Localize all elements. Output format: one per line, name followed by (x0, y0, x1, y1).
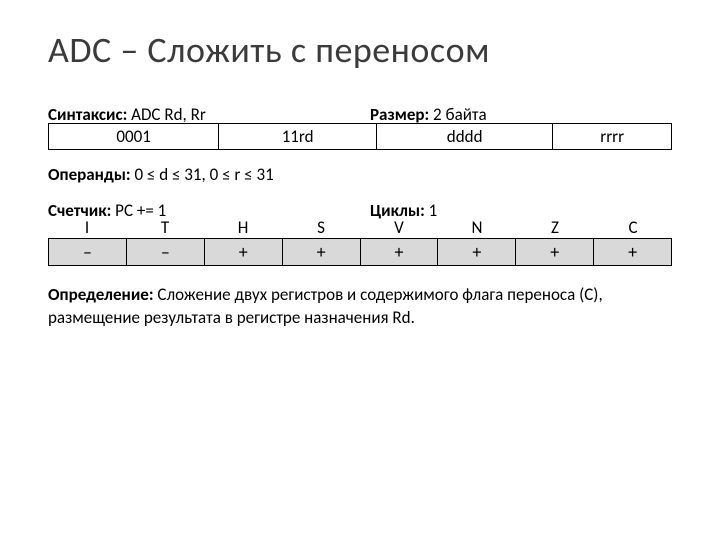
flag-cell: + (204, 238, 282, 265)
flag-cell: + (516, 238, 594, 265)
operands-line: Операнды: 0 ≤ d ≤ 31, 0 ≤ r ≤ 31 (48, 164, 672, 185)
definition-line: Определение: Сложение двух регистров и с… (48, 284, 672, 330)
opcode-cell: 11rd (219, 124, 377, 150)
operands-value: 0 ≤ d ≤ 31, 0 ≤ r ≤ 31 (134, 164, 273, 185)
flag-cell: + (438, 238, 516, 265)
flag-header: S (282, 217, 360, 238)
definition-label: Определение: (48, 284, 154, 305)
flag-cell: + (282, 238, 360, 265)
flags-block: I T H S V N Z C – – + + + + + + (48, 217, 672, 266)
page-title: ADC – Сложить с переносом (48, 28, 672, 72)
size-line: Размер: 2 байта (370, 104, 672, 125)
flag-cell: + (360, 238, 438, 265)
flags-table: – – + + + + + + (48, 238, 672, 266)
opcode-cell: 0001 (49, 124, 219, 150)
flags-header-row: I T H S V N Z C (48, 217, 672, 238)
size-value: 2 байта (433, 104, 487, 125)
flag-cell: – (126, 238, 204, 265)
syntax-label: Синтаксис: (48, 104, 127, 125)
syntax-line: Синтаксис: ADC Rd, Rr (48, 104, 350, 125)
flag-cell: – (49, 238, 127, 265)
operands-label: Операнды: (48, 164, 131, 185)
flag-header: V (360, 217, 438, 238)
flag-header: C (594, 217, 672, 238)
opcode-cell: dddd (376, 124, 552, 150)
flag-header: Z (516, 217, 594, 238)
flag-cell: + (594, 238, 672, 265)
size-label: Размер: (370, 104, 429, 125)
flag-header: T (126, 217, 204, 238)
opcode-cell: rrrr (553, 124, 672, 150)
flag-header: I (48, 217, 126, 238)
flag-header: H (204, 217, 282, 238)
flag-header: N (438, 217, 516, 238)
opcode-table: 0001 11rd dddd rrrr (48, 123, 672, 150)
syntax-value: ADC Rd, Rr (131, 104, 206, 125)
